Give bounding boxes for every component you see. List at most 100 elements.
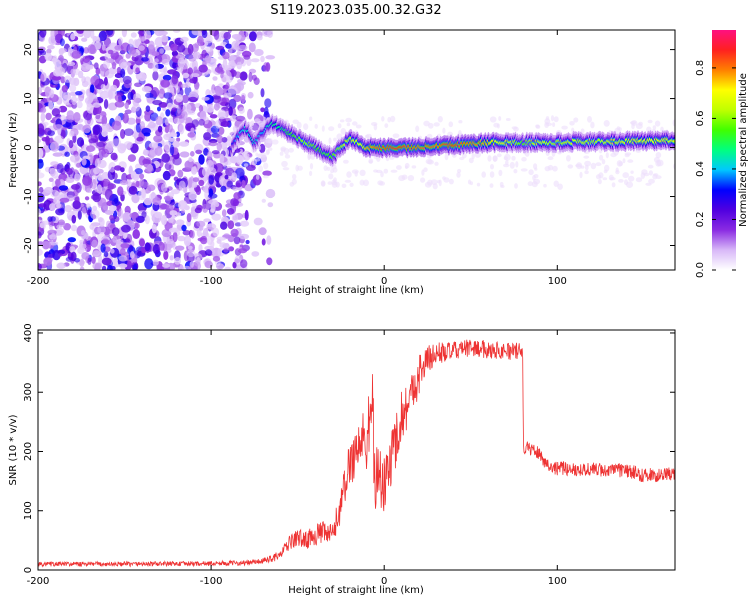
- heatmap-noise-cell: [236, 61, 242, 70]
- heatmap-noise-cell: [59, 197, 70, 203]
- heatmap-noise-cell: [79, 258, 85, 267]
- heatmap-noise-cell: [160, 79, 171, 88]
- heatmap-halo-cell: [333, 137, 337, 142]
- heatmap-halo-cell: [547, 164, 554, 171]
- heatmap-noise-cell: [74, 258, 80, 263]
- heatmap-noise-cell: [103, 251, 109, 258]
- heatmap-noise-cell: [163, 92, 173, 99]
- heatmap-noise-cell: [70, 33, 76, 41]
- heatmap-noise-cell: [189, 261, 194, 268]
- heatmap-halo-cell: [396, 165, 402, 170]
- heatmap-noise-cell: [189, 211, 198, 218]
- heatmap-noise-cell: [265, 55, 276, 60]
- heatmap-noise-cell: [49, 241, 59, 246]
- heatmap-noise-cell: [161, 153, 170, 163]
- heatmap-noise-cell: [194, 207, 202, 214]
- heatmap-halo-cell: [575, 164, 582, 168]
- y-tick-label: 200: [23, 442, 34, 461]
- heatmap-noise-cell: [111, 199, 121, 206]
- heatmap-noise-cell: [161, 183, 168, 193]
- heatmap-noise-cell: [247, 91, 254, 99]
- heatmap-noise-cell: [226, 180, 233, 188]
- x-tick-label: -200: [27, 576, 50, 587]
- colorbar-tick-label: 0.8: [695, 60, 706, 76]
- heatmap-noise-cell: [113, 216, 120, 222]
- heatmap-halo-cell: [583, 155, 590, 159]
- heatmap-noise-cell: [232, 261, 237, 269]
- heatmap-noise-cell: [95, 114, 101, 120]
- heatmap-noise-cell: [187, 43, 194, 55]
- heatmap-noise-cell: [181, 224, 187, 232]
- colorbar-gradient: [712, 30, 736, 270]
- heatmap-noise-cell: [58, 252, 63, 257]
- heatmap-noise-cell: [120, 167, 125, 173]
- heatmap-halo-cell: [296, 121, 302, 129]
- heatmap-noise-cell: [45, 112, 52, 121]
- heatmap-noise-cell: [38, 193, 45, 203]
- heatmap-noise-cell: [153, 135, 163, 143]
- heatmap-noise-cell: [115, 238, 124, 245]
- heatmap-halo-cell: [345, 117, 352, 123]
- heatmap-noise-cell: [171, 107, 178, 112]
- heatmap-halo-cell: [284, 154, 291, 159]
- heatmap-noise-cell: [82, 167, 91, 176]
- heatmap-noise-cell: [73, 112, 81, 122]
- heatmap-noise-cell: [134, 55, 144, 66]
- heatmap-noise-cell: [190, 230, 195, 239]
- heatmap-halo-cell: [584, 164, 589, 171]
- heatmap-noise-cell: [73, 68, 81, 76]
- heatmap-noise-cell: [162, 263, 171, 268]
- heatmap-halo-cell: [340, 127, 347, 135]
- heatmap-noise-cell: [241, 179, 246, 189]
- heatmap-noise-cell: [53, 69, 62, 77]
- heatmap-halo-cell: [291, 178, 297, 185]
- heatmap-noise-cell: [48, 35, 57, 46]
- heatmap-noise-cell: [110, 248, 115, 254]
- heatmap-noise-cell: [97, 176, 105, 181]
- heatmap-halo-cell: [425, 158, 433, 165]
- heatmap-noise-cell: [171, 50, 178, 57]
- heatmap-halo-cell: [515, 161, 519, 168]
- heatmap-noise-cell: [103, 76, 108, 86]
- heatmap-noise-cell: [87, 257, 92, 265]
- heatmap-noise-cell: [232, 186, 238, 191]
- heatmap-noise-cell: [215, 87, 224, 96]
- heatmap-noise-cell: [198, 154, 205, 165]
- heatmap-halo-cell: [461, 153, 467, 159]
- heatmap-noise-cell: [129, 51, 139, 57]
- heatmap-noise-cell: [240, 259, 248, 269]
- heatmap-noise-cell: [219, 153, 225, 164]
- heatmap-noise-cell: [90, 30, 95, 39]
- heatmap-noise-cell: [181, 265, 192, 270]
- heatmap-noise-cell: [98, 30, 108, 42]
- heatmap-noise-cell: [241, 94, 246, 104]
- heatmap-noise-cell: [225, 203, 232, 208]
- heatmap-halo-cell: [428, 122, 434, 129]
- heatmap-noise-cell: [217, 112, 227, 120]
- heatmap-halo-cell: [511, 155, 516, 161]
- heatmap-noise-cell: [228, 56, 237, 61]
- heatmap-halo-cell: [355, 124, 362, 129]
- heatmap-noise-cell: [234, 258, 240, 264]
- heatmap-halo-cell: [330, 168, 335, 174]
- snr-series-line: [38, 339, 675, 568]
- heatmap-noise-cell: [193, 166, 197, 175]
- heatmap-noise-cell: [201, 96, 210, 101]
- heatmap-noise-cell: [38, 148, 44, 159]
- heatmap-noise-cell: [71, 184, 80, 190]
- heatmap-halo-cell: [343, 159, 349, 164]
- heatmap-noise-cell: [81, 207, 87, 215]
- heatmap-noise-cell: [64, 205, 73, 213]
- heatmap-noise-cell: [82, 124, 91, 134]
- heatmap-noise-cell: [209, 114, 218, 119]
- heatmap-halo-cell: [282, 167, 290, 171]
- heatmap-noise-cell: [231, 172, 238, 181]
- heatmap-noise-cell: [201, 49, 207, 59]
- heatmap-halo-cell: [513, 169, 518, 174]
- heatmap-noise-cell: [81, 243, 87, 249]
- heatmap-noise-cell: [206, 235, 213, 246]
- heatmap-halo-cell: [552, 165, 558, 172]
- heatmap-noise-cell: [247, 108, 253, 120]
- heatmap-noise-cell: [208, 141, 218, 147]
